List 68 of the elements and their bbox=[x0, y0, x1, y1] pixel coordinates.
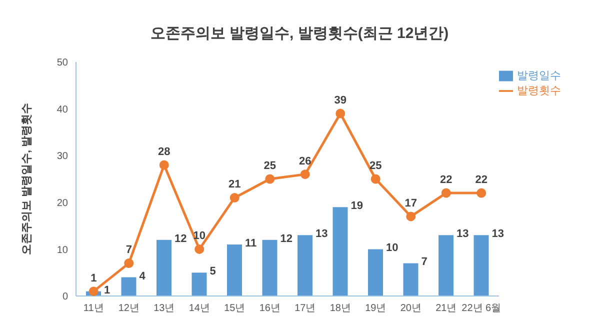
point bbox=[159, 160, 169, 170]
bar bbox=[156, 240, 172, 296]
bar bbox=[368, 249, 383, 296]
data-label: 10 bbox=[386, 242, 398, 254]
data-label: 22 bbox=[440, 174, 452, 186]
bar bbox=[438, 235, 454, 296]
data-label: 1 bbox=[90, 272, 97, 284]
data-label: 25 bbox=[370, 160, 382, 172]
bar bbox=[192, 272, 207, 296]
x-tick-label: 16년 bbox=[259, 303, 280, 314]
x-tick-label: 19년 bbox=[365, 303, 386, 314]
x-tick-label: 22년 6월 bbox=[462, 303, 502, 314]
data-label: 19 bbox=[350, 200, 363, 212]
data-label: 12 bbox=[280, 232, 292, 245]
point bbox=[300, 170, 310, 180]
data-label: 39 bbox=[334, 94, 346, 106]
bar bbox=[262, 240, 278, 296]
point bbox=[476, 188, 486, 198]
point bbox=[336, 108, 346, 118]
x-tick-label: 14년 bbox=[188, 303, 210, 314]
data-label: 26 bbox=[299, 155, 312, 168]
data-label: 28 bbox=[158, 146, 170, 158]
data-label: 12 bbox=[174, 232, 187, 245]
point bbox=[194, 244, 204, 254]
bar bbox=[474, 235, 489, 296]
data-label: 7 bbox=[421, 256, 428, 268]
bar bbox=[332, 207, 348, 296]
data-label: 1 bbox=[104, 284, 110, 296]
x-tick-label: 13년 bbox=[154, 303, 175, 314]
y-tick-label: 50 bbox=[56, 58, 68, 69]
legend-label: 발령일수 bbox=[517, 70, 561, 82]
x-tick-label: 18년 bbox=[330, 303, 351, 314]
data-label: 5 bbox=[210, 266, 216, 278]
data-label: 17 bbox=[404, 197, 417, 210]
x-tick-label: 12년 bbox=[118, 303, 140, 314]
data-label: 13 bbox=[492, 228, 504, 240]
y-tick-label: 40 bbox=[56, 104, 68, 116]
point bbox=[230, 192, 240, 202]
bar bbox=[121, 277, 136, 296]
data-label: 7 bbox=[126, 244, 132, 256]
y-tick-label: 10 bbox=[56, 244, 68, 256]
data-label: 11 bbox=[245, 238, 257, 250]
bar bbox=[298, 235, 312, 296]
y-tick-label: 30 bbox=[56, 151, 68, 162]
x-tick-label: 11년 bbox=[83, 303, 104, 314]
y-tick-label: 0 bbox=[62, 292, 68, 303]
x-tick-label: 15년 bbox=[224, 303, 246, 314]
point bbox=[124, 258, 134, 268]
point bbox=[441, 188, 451, 198]
point bbox=[88, 286, 98, 296]
point bbox=[406, 212, 416, 222]
point bbox=[370, 174, 380, 184]
data-label: 4 bbox=[139, 270, 146, 282]
y-axis-title: 오존주의보 발령일수, 발령횟수 bbox=[20, 102, 33, 256]
chart-title: 오존주의보 발령일수, 발령횟수(최근 12년간) bbox=[149, 24, 450, 44]
x-tick-label: 17년 bbox=[294, 303, 316, 314]
data-label: 22 bbox=[475, 174, 488, 186]
y-tick-label: 20 bbox=[56, 198, 68, 209]
data-label: 21 bbox=[228, 178, 241, 191]
data-label: 13 bbox=[316, 228, 328, 240]
point bbox=[265, 174, 275, 184]
legend-label: 발령횟수 bbox=[517, 85, 561, 98]
data-label: 25 bbox=[264, 160, 276, 172]
x-tick-label: 21년 bbox=[436, 303, 457, 314]
bar bbox=[227, 244, 242, 296]
bar bbox=[403, 263, 418, 296]
x-tick-label: 20년 bbox=[400, 303, 422, 314]
data-label: 13 bbox=[456, 228, 469, 240]
